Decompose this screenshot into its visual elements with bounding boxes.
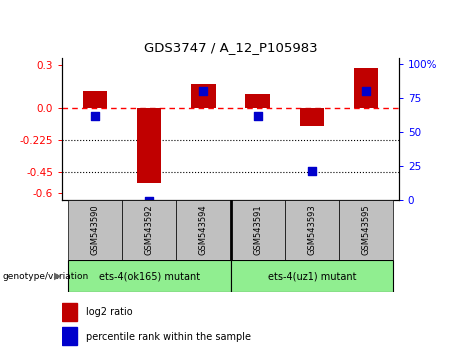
Text: GSM543591: GSM543591: [253, 205, 262, 256]
Bar: [83, 91, 107, 108]
Text: genotype/variation: genotype/variation: [2, 272, 89, 281]
Bar: [245, 94, 270, 108]
Bar: [62, 303, 77, 321]
Bar: [339, 200, 393, 260]
Text: percentile rank within the sample: percentile rank within the sample: [86, 332, 251, 342]
Bar: [300, 108, 324, 126]
Bar: [285, 200, 339, 260]
Bar: [122, 200, 176, 260]
Point: [254, 114, 261, 119]
Point: [200, 88, 207, 94]
Text: ets-4(uz1) mutant: ets-4(uz1) mutant: [268, 271, 356, 281]
Bar: [191, 84, 216, 108]
Bar: [230, 200, 285, 260]
Bar: [176, 200, 230, 260]
Point: [362, 88, 370, 94]
Point: [308, 168, 316, 174]
Bar: [62, 327, 77, 346]
Bar: [230, 260, 393, 292]
Bar: [137, 108, 161, 183]
Text: GSM543593: GSM543593: [307, 205, 316, 256]
Text: GSM543590: GSM543590: [90, 205, 99, 256]
Title: GDS3747 / A_12_P105983: GDS3747 / A_12_P105983: [144, 41, 317, 55]
Bar: [354, 68, 378, 108]
Text: ▶: ▶: [54, 271, 62, 281]
Text: log2 ratio: log2 ratio: [86, 307, 132, 317]
Text: GSM543594: GSM543594: [199, 205, 208, 256]
Bar: [68, 260, 230, 292]
Text: GSM543595: GSM543595: [362, 205, 371, 256]
Point: [145, 199, 153, 204]
Text: GSM543592: GSM543592: [145, 205, 154, 256]
Point: [91, 114, 99, 119]
Text: ets-4(ok165) mutant: ets-4(ok165) mutant: [99, 271, 200, 281]
Bar: [68, 200, 122, 260]
